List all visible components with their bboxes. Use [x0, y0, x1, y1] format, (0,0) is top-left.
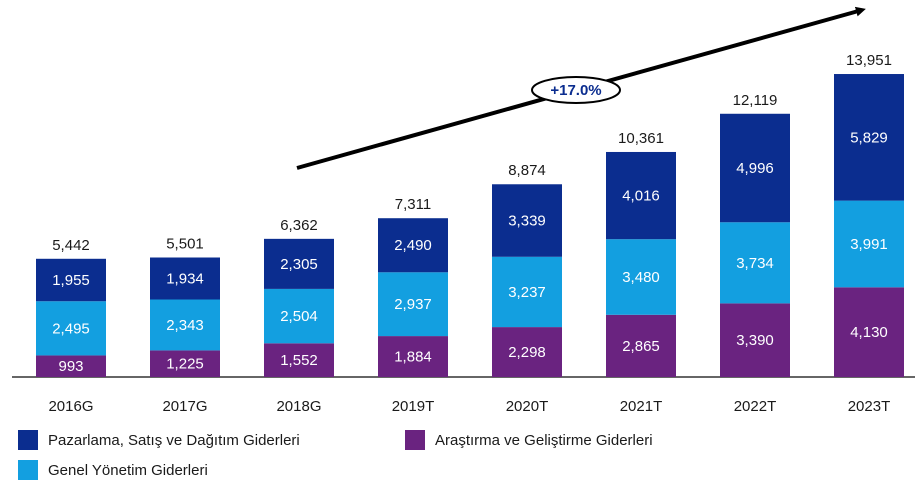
bar-segment: [378, 272, 448, 337]
value-label: 1,225: [166, 356, 204, 373]
total-label: 6,362: [280, 217, 318, 234]
value-label: 5,829: [850, 129, 888, 146]
value-label: 1,934: [166, 270, 204, 287]
total-label: 7,311: [395, 196, 431, 213]
value-label: 1,955: [52, 272, 90, 289]
value-label: 3,480: [622, 269, 660, 286]
value-label: 2,298: [508, 344, 546, 361]
bar-segment: [606, 151, 676, 240]
total-label: 5,501: [166, 235, 204, 252]
bar-segment: [606, 239, 676, 315]
bar-segment: [492, 256, 562, 328]
bar-segment: [834, 200, 904, 288]
legend-label: Pazarlama, Satış ve Dağıtım Giderleri: [48, 432, 300, 449]
value-label: 3,390: [736, 332, 774, 349]
value-label: 3,734: [736, 255, 774, 272]
value-label: 2,495: [52, 320, 90, 337]
bar-segment: [150, 350, 220, 377]
value-label: 1,552: [280, 352, 318, 369]
value-label: 2,343: [166, 317, 204, 334]
value-label: 3,237: [508, 284, 546, 301]
value-label: 2,490: [394, 237, 432, 254]
legend-swatch: [18, 460, 38, 480]
bar-segment: [720, 222, 790, 304]
annotation: +17.0%: [550, 82, 601, 99]
value-label: 993: [58, 358, 83, 375]
bar-segment: [36, 301, 106, 356]
x-tick-label: 2020T: [506, 398, 549, 415]
legend-label: Genel Yönetim Giderleri: [48, 462, 208, 479]
value-label: 2,937: [394, 296, 432, 313]
legend-swatch: [18, 430, 38, 450]
bar-segment: [378, 218, 448, 273]
value-label: 4,016: [622, 188, 660, 205]
x-tick-label: 2016G: [48, 398, 93, 415]
bar-segment: [150, 299, 220, 351]
value-label: 3,339: [508, 212, 546, 229]
total-label: 8,874: [508, 162, 546, 179]
bar-segment: [720, 113, 790, 223]
value-label: 3,991: [850, 236, 888, 253]
value-label: 2,305: [280, 256, 318, 273]
bar-segment: [36, 258, 106, 302]
bar-segment: [264, 343, 334, 377]
bar-segment: [834, 287, 904, 377]
bar-segment: [264, 238, 334, 289]
legend-label: Araştırma ve Geliştirme Giderleri: [435, 432, 653, 449]
legend-swatch: [405, 430, 425, 450]
bar-segment: [150, 257, 220, 300]
total-label: 10,361: [618, 130, 664, 147]
value-label: 1,884: [394, 349, 432, 366]
x-tick-label: 2018G: [276, 398, 321, 415]
total-label: 13,951: [846, 52, 892, 69]
value-label: 4,130: [850, 324, 888, 341]
x-tick-label: 2019T: [392, 398, 435, 415]
x-tick-label: 2021T: [620, 398, 663, 415]
total-label: 12,119: [733, 92, 778, 109]
value-label: 2,865: [622, 338, 660, 355]
bar-segment: [492, 327, 562, 377]
value-label: 2,504: [280, 308, 318, 325]
bar-segment: [834, 74, 904, 201]
value-label: 4,996: [736, 160, 774, 177]
total-label: 5,442: [52, 237, 90, 254]
x-tick-label: 2023T: [848, 398, 891, 415]
annotation-bubble: [531, 76, 621, 104]
bar-segment: [264, 288, 334, 344]
x-tick-label: 2017G: [162, 398, 207, 415]
bar-segment: [378, 336, 448, 377]
x-tick-label: 2022T: [734, 398, 777, 415]
bar-segment: [720, 303, 790, 377]
bar-segment: [606, 314, 676, 377]
bar-segment: [36, 355, 106, 377]
bar-segment: [492, 184, 562, 257]
